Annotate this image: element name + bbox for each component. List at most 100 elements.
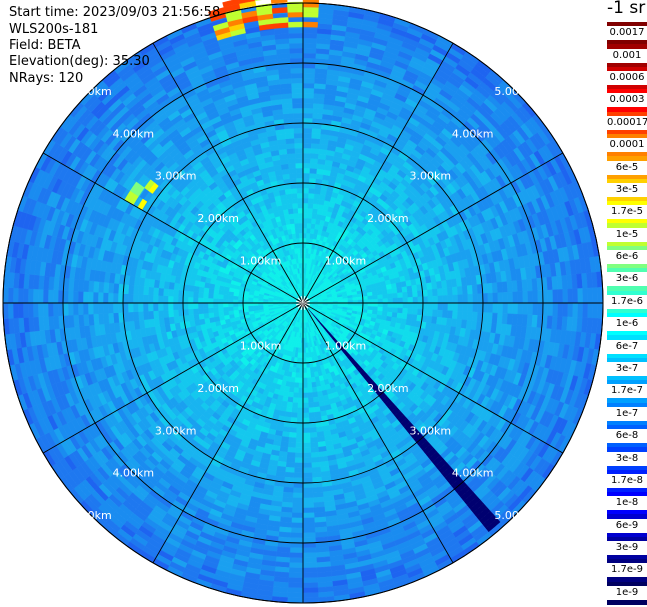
data-cell	[302, 87, 315, 94]
data-cell	[299, 362, 304, 369]
data-cell	[367, 302, 374, 307]
data-cell	[296, 422, 304, 429]
data-cell	[392, 302, 399, 309]
data-cell	[295, 432, 304, 439]
data-cell	[497, 302, 504, 314]
data-cell	[587, 302, 594, 319]
data-cell	[367, 299, 374, 304]
data-cell	[285, 466, 295, 473]
data-cell	[451, 310, 458, 320]
data-cell	[302, 537, 316, 544]
data-cell	[294, 447, 304, 454]
data-cell	[312, 491, 324, 498]
data-cell	[306, 222, 312, 229]
data-cell	[397, 297, 404, 304]
data-cell	[407, 302, 414, 309]
data-cell	[289, 552, 304, 559]
data-cell	[486, 312, 493, 324]
data-cell	[486, 282, 493, 294]
data-cell	[290, 527, 304, 534]
data-cell	[288, 567, 304, 574]
data-cell	[391, 287, 398, 294]
data-cell	[292, 497, 304, 504]
data-cell	[302, 217, 308, 224]
data-cell	[562, 288, 569, 304]
data-cell	[311, 461, 321, 468]
data-cell	[289, 547, 304, 554]
data-cell	[377, 294, 384, 300]
data-cell	[293, 472, 304, 479]
data-cell	[311, 133, 321, 140]
data-cell	[302, 552, 317, 559]
data-cell	[302, 382, 308, 389]
data-cell	[412, 290, 419, 298]
data-cell	[381, 289, 388, 295]
data-cell	[427, 295, 434, 304]
data-cell	[294, 462, 304, 469]
data-cell	[357, 296, 364, 301]
data-cell	[302, 522, 315, 529]
data-cell	[522, 291, 529, 304]
data-cell	[491, 282, 498, 294]
data-cell	[466, 285, 473, 295]
data-cell	[310, 143, 320, 150]
data-cell	[302, 372, 308, 379]
data-cell	[306, 367, 311, 374]
data-cell	[314, 188, 322, 195]
data-cell	[592, 287, 599, 304]
data-cell	[308, 407, 315, 414]
data-cell	[472, 293, 479, 304]
data-cell	[456, 310, 463, 320]
data-cell	[313, 193, 321, 200]
data-cell	[296, 417, 304, 424]
data-cell	[427, 309, 434, 317]
data-cell	[297, 397, 304, 404]
data-cell	[302, 427, 311, 434]
data-cell	[312, 396, 319, 403]
data-cell	[477, 302, 484, 313]
data-cell	[287, 442, 296, 449]
data-cell	[302, 467, 313, 474]
data-cell	[285, 406, 293, 413]
data-cell	[446, 310, 454, 319]
data-cell	[312, 496, 325, 503]
data-cell	[382, 306, 389, 313]
data-cell	[281, 496, 294, 503]
data-cell	[302, 407, 309, 414]
data-cell	[302, 567, 318, 574]
data-cell	[305, 347, 309, 354]
data-cell	[437, 302, 444, 311]
data-cell	[406, 313, 413, 321]
data-cell	[288, 437, 297, 444]
data-cell	[288, 562, 304, 569]
data-cell	[302, 472, 313, 479]
data-cell	[287, 582, 304, 589]
data-cell	[310, 148, 320, 155]
data-cell	[302, 52, 317, 59]
data-cell	[302, 422, 310, 429]
data-cell	[472, 302, 479, 313]
data-cell	[297, 402, 304, 409]
data-cell	[311, 386, 318, 393]
data-cell	[288, 572, 304, 579]
data-cell	[387, 298, 394, 304]
data-cell	[547, 302, 554, 317]
data-cell	[432, 302, 439, 311]
data-cell	[306, 372, 312, 379]
data-cell	[302, 207, 309, 214]
data-cell	[302, 532, 316, 539]
data-cell	[362, 302, 369, 307]
data-cell	[412, 308, 419, 316]
data-cell	[507, 302, 514, 315]
data-cell	[302, 202, 309, 209]
data-cell	[302, 107, 314, 114]
data-cell	[299, 357, 304, 364]
data-cell	[291, 507, 304, 514]
data-cell	[437, 288, 444, 297]
data-cell	[397, 302, 404, 309]
data-cell	[310, 446, 319, 454]
data-cell	[542, 289, 549, 304]
data-cell	[286, 401, 293, 408]
data-cell	[311, 466, 321, 473]
data-cell	[347, 297, 354, 301]
